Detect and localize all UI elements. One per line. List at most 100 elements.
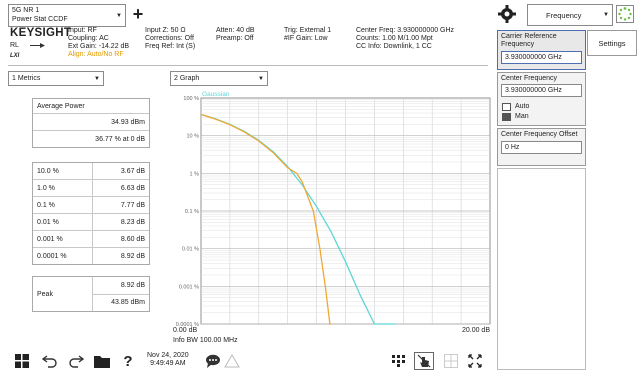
ccdf-pct: 0.1 % (33, 197, 94, 213)
ccdf-db: 3.67 dB (120, 167, 145, 175)
gear-icon[interactable] (498, 5, 516, 23)
auto-man-toggle[interactable] (502, 103, 512, 123)
average-power-percent: 36.77 % at 0 dB (95, 135, 145, 143)
chevron-down-icon: ▼ (603, 12, 609, 18)
time-label: 9:49:49 AM (150, 360, 186, 367)
info-col-atten: Atten: 40 dB Preamp: Off (216, 27, 255, 43)
file-folder-icon[interactable] (92, 352, 112, 370)
input-arrow-icon (30, 43, 46, 48)
carrier-ref-freq-value[interactable]: 3.930000000 GHz (501, 51, 582, 64)
busy-spinner-icon (616, 5, 634, 23)
touch-lock-icon[interactable] (414, 352, 434, 370)
table-row: 0.001 % 8.60 dB (33, 231, 149, 248)
table-row: 1.0 % 6.63 dB (33, 180, 149, 197)
table-row: 0.0001 % 8.92 dB (33, 248, 149, 264)
average-power-title: Average Power (37, 102, 85, 110)
keypad-icon[interactable] (389, 352, 409, 370)
info-corrections: Corrections: Off (145, 35, 194, 42)
windows-start-icon[interactable] (12, 352, 32, 370)
message-bubble-icon[interactable] (203, 352, 223, 370)
info-bw-label: Info BW 100.00 MHz (173, 337, 238, 344)
frequency-menu-selector[interactable]: Frequency ▼ (527, 4, 613, 26)
y-tick-label: 0.001 % (179, 284, 199, 290)
ccdf-pct: 0.0001 % (33, 248, 94, 264)
ccdf-table: 10.0 % 3.67 dB 1.0 % 6.63 dB 0.1 % 7.77 dB … (32, 162, 150, 265)
y-tick-label: 0.1 % (185, 209, 199, 215)
center-freq-label: Center Frequency (501, 75, 558, 82)
undo-icon[interactable] (40, 352, 60, 370)
ccdf-db: 8.60 dB (120, 235, 145, 243)
mode-selector[interactable]: 5G NR 1 Power Stat CCDF ▼ (8, 4, 126, 27)
y-tick-label: 1 % (190, 171, 200, 177)
y-tick-label: 0.0001 % (176, 322, 199, 328)
graph-window-selector[interactable]: 2 Graph ▼ (170, 71, 268, 86)
gaussian-label: Gaussian (202, 91, 230, 98)
carrier-ref-freq-label: Carrier Reference Frequency (501, 33, 557, 48)
info-atten: Atten: 40 dB (216, 27, 255, 34)
info-col-input: Input: RF Coupling: AC Ext Gain: -14.22 … (68, 27, 129, 59)
redo-icon[interactable] (66, 352, 86, 370)
ccdf-pct: 10.0 % (33, 163, 94, 179)
average-power-dbm: 34.93 dBm (111, 118, 145, 126)
mode-line1: 5G NR 1 (12, 7, 40, 14)
center-freq-offset-control[interactable]: Center Frequency Offset 0 Hz (497, 128, 586, 166)
chevron-down-icon: ▼ (94, 75, 100, 82)
settings-tab[interactable]: Settings (587, 30, 637, 56)
ccdf-db: 6.63 dB (120, 184, 145, 192)
ccdf-db: 8.92 dB (120, 252, 145, 260)
info-bar: KEYSIGHT RL LXI Input: RF Coupling: AC E… (8, 27, 488, 66)
add-screen-button[interactable]: + (132, 3, 144, 24)
center-freq-value[interactable]: 3.930000000 GHz (501, 84, 582, 97)
info-trig: Trig: External 1 (284, 27, 332, 34)
metrics-window-label: 1 Metrics (12, 75, 41, 82)
info-align: Align: Auto/No RF (68, 51, 124, 58)
center-freq-offset-value[interactable]: 0 Hz (501, 141, 582, 154)
ccdf-pct: 0.01 % (33, 214, 94, 230)
table-row: 0.1 % 7.77 dB (33, 197, 149, 214)
auto-indicator-icon (502, 103, 511, 111)
x-axis-start-label: 0.00 dB (173, 327, 198, 334)
date-label: Nov 24, 2020 (147, 352, 189, 359)
info-cc-info: CC Info: Downlink, 1 CC (356, 43, 432, 50)
rl-indicator: RL (10, 42, 19, 49)
chevron-down-icon: ▼ (258, 75, 264, 82)
ccdf-pct: 1.0 % (33, 180, 94, 196)
center-freq-offset-label: Center Frequency Offset (501, 131, 578, 138)
info-freq-ref: Freq Ref: Int (S) (145, 43, 196, 50)
auto-label: Auto (515, 103, 530, 110)
ccdf-chart[interactable]: 100 % 10 % 1 % 0.1 % 0.01 % 0.001 % 0.0001 % (170, 88, 492, 348)
frequency-menu-label: Frequency (546, 11, 582, 20)
info-counts: Counts: 1.00 M/1.00 Mpt (356, 35, 433, 42)
series-line (200, 113, 332, 325)
info-coupling: Coupling: AC (68, 35, 109, 42)
table-row: 10.0 % 3.67 dB (33, 163, 149, 180)
center-freq-control[interactable]: Center Frequency 3.930000000 GHz Auto Ma… (497, 72, 586, 126)
info-center-freq: Center Freq: 3.930000000 GHz (356, 27, 455, 34)
info-input: Input: RF (68, 27, 97, 34)
metrics-window-selector[interactable]: 1 Metrics ▼ (8, 71, 104, 86)
ccdf-db: 8.23 dB (120, 218, 145, 226)
graph-window[interactable]: 100 % 10 % 1 % 0.1 % 0.01 % 0.001 % 0.0001 % G… (170, 88, 492, 348)
peak-label: Peak (33, 277, 94, 311)
peak-db: 8.92 dB (93, 277, 149, 295)
info-col-trig: Trig: External 1 #IF Gain: Low (284, 27, 331, 43)
date-time-display: Nov 24, 2020 9:49:49 AM (147, 352, 189, 368)
info-if-gain: #IF Gain: Low (284, 35, 328, 42)
window-layout-icon[interactable] (441, 352, 461, 370)
peak-table: Peak 8.92 dB 43.85 dBm (32, 276, 150, 312)
ccdf-pct: 0.001 % (33, 231, 94, 247)
ccdf-db: 7.77 dB (120, 201, 145, 209)
help-icon[interactable]: ? (123, 352, 133, 370)
info-ext-gain: Ext Gain: -14.22 dB (68, 43, 130, 50)
side-panel-empty-area (497, 168, 586, 370)
info-col-corrections: Input Z: 50 Ω Corrections: Off Freq Ref:… (145, 27, 195, 51)
y-tick-label: 100 % (183, 96, 199, 102)
lxi-indicator: LXI (10, 53, 20, 59)
x-axis-end-label: 20.00 dB (461, 327, 490, 334)
table-row: 0.01 % 8.23 dB (33, 214, 149, 231)
mode-line2: Power Stat CCDF (12, 16, 68, 23)
fullscreen-icon[interactable] (465, 352, 485, 370)
info-input-z: Input Z: 50 Ω (145, 27, 186, 34)
carrier-ref-freq-control[interactable]: Carrier Reference Frequency 3.930000000 … (497, 30, 586, 70)
brand-logo: KEYSIGHT (10, 27, 72, 39)
